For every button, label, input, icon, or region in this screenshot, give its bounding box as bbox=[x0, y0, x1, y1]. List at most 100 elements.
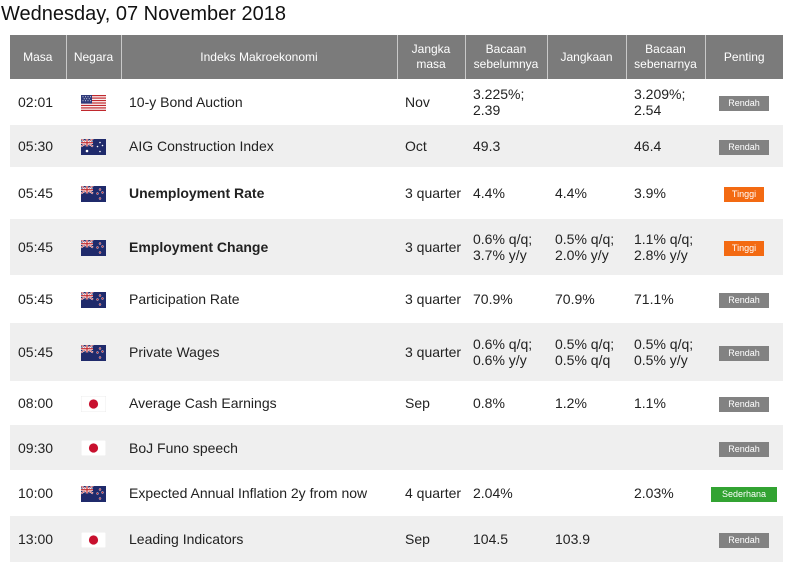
period-cell: 3 quarter bbox=[397, 275, 465, 323]
forecast-cell bbox=[547, 79, 626, 125]
col-header-importance: Penting bbox=[705, 35, 783, 79]
table-row[interactable]: 10:00 Expected Annual Inflation 2y from n… bbox=[10, 470, 783, 516]
event-name-cell[interactable]: Expected Annual Inflation 2y from now bbox=[121, 470, 397, 516]
importance-badge: Rendah bbox=[719, 293, 769, 308]
country-cell bbox=[66, 323, 121, 381]
event-name-cell[interactable]: Average Cash Earnings bbox=[121, 381, 397, 425]
forecast-cell: 70.9% bbox=[547, 275, 626, 323]
new-zealand-flag-icon bbox=[81, 344, 106, 361]
previous-cell: 0.8% bbox=[465, 381, 547, 425]
previous-cell: 104.5 bbox=[465, 516, 547, 562]
forecast-cell: 1.2% bbox=[547, 381, 626, 425]
importance-badge: Tinggi bbox=[724, 187, 764, 202]
table-row[interactable]: 05:45 Participation Rate 3 quarter 70.9% 70.… bbox=[10, 275, 783, 323]
time-cell: 09:30 bbox=[10, 425, 66, 470]
period-cell: Nov bbox=[397, 79, 465, 125]
col-header-indicator: Indeks Makroekonomi bbox=[121, 35, 398, 79]
table-body: 02:01 10-y Bond Auction Nov 3.225%; 2.39 3.2… bbox=[10, 79, 783, 562]
country-cell bbox=[66, 79, 121, 125]
country-cell bbox=[66, 425, 121, 470]
previous-cell: 70.9% bbox=[465, 275, 547, 323]
importance-badge: Rendah bbox=[719, 140, 769, 155]
period-cell bbox=[397, 425, 465, 470]
forecast-cell: 0.5% q/q; 2.0% y/y bbox=[547, 219, 626, 275]
period-cell: Oct bbox=[397, 125, 465, 167]
previous-cell: 3.225%; 2.39 bbox=[465, 79, 547, 125]
event-name-cell[interactable]: Unemployment Rate bbox=[121, 167, 397, 219]
importance-badge: Tinggi bbox=[724, 241, 764, 256]
australia-flag-icon bbox=[81, 138, 106, 155]
col-header-previous: Bacaan sebelumnya bbox=[465, 35, 548, 79]
col-header-forecast: Jangkaan bbox=[547, 35, 627, 79]
actual-cell bbox=[626, 516, 705, 562]
table-row[interactable]: 05:45 Private Wages 3 quarter 0.6% q/q; 0.6… bbox=[10, 323, 783, 381]
forecast-cell bbox=[547, 125, 626, 167]
table-row[interactable]: 05:45 Unemployment Rate 3 quarter 4.4% 4.4% 3… bbox=[10, 167, 783, 219]
event-name-cell[interactable]: AIG Construction Index bbox=[121, 125, 397, 167]
actual-cell: 46.4 bbox=[626, 125, 705, 167]
country-cell bbox=[66, 516, 121, 562]
actual-cell: 3.209%; 2.54 bbox=[626, 79, 705, 125]
country-cell bbox=[66, 125, 121, 167]
importance-cell: Tinggi bbox=[705, 219, 783, 275]
country-cell bbox=[66, 275, 121, 323]
japan-flag-icon bbox=[81, 440, 106, 457]
importance-cell: Rendah bbox=[705, 425, 783, 470]
japan-flag-icon bbox=[81, 395, 106, 412]
page-title: Wednesday, 07 November 2018 bbox=[1, 3, 286, 25]
new-zealand-flag-icon bbox=[81, 485, 106, 502]
time-cell: 02:01 bbox=[10, 79, 66, 125]
table-row[interactable]: 05:45 Employment Change 3 quarter 0.6% q/q;… bbox=[10, 219, 783, 275]
col-header-time: Masa bbox=[10, 35, 67, 79]
event-name-cell[interactable]: Participation Rate bbox=[121, 275, 397, 323]
economic-calendar-table: Masa Negara Indeks Makroekonomi Jangka m… bbox=[10, 35, 783, 562]
table-row[interactable]: 02:01 10-y Bond Auction Nov 3.225%; 2.39 3.2… bbox=[10, 79, 783, 125]
col-header-period: Jangka masa bbox=[397, 35, 466, 79]
time-cell: 05:45 bbox=[10, 167, 66, 219]
period-cell: 3 quarter bbox=[397, 323, 465, 381]
importance-badge: Sederhana bbox=[711, 487, 777, 502]
event-name-cell[interactable]: Private Wages bbox=[121, 323, 397, 381]
table-row[interactable]: 09:30 BoJ Funo speech Rendah bbox=[10, 425, 783, 470]
importance-badge: Rendah bbox=[719, 533, 769, 548]
col-header-country: Negara bbox=[66, 35, 122, 79]
previous-cell: 0.6% q/q; 3.7% y/y bbox=[465, 219, 547, 275]
japan-flag-icon bbox=[81, 531, 106, 548]
new-zealand-flag-icon bbox=[81, 291, 106, 308]
previous-cell: 4.4% bbox=[465, 167, 547, 219]
forecast-cell: 0.5% q/q; 0.5% q/q bbox=[547, 323, 626, 381]
period-cell: Sep bbox=[397, 516, 465, 562]
actual-cell: 2.03% bbox=[626, 470, 705, 516]
importance-badge: Rendah bbox=[719, 397, 769, 412]
country-cell bbox=[66, 167, 121, 219]
previous-cell: 0.6% q/q; 0.6% y/y bbox=[465, 323, 547, 381]
table-row[interactable]: 08:00 Average Cash Earnings Sep 0.8% 1.2% 1.1… bbox=[10, 381, 783, 425]
importance-cell: Tinggi bbox=[705, 167, 783, 219]
actual-cell: 3.9% bbox=[626, 167, 705, 219]
time-cell: 13:00 bbox=[10, 516, 66, 562]
table-row[interactable]: 13:00 Leading Indicators Sep 104.5 103.9 Rend… bbox=[10, 516, 783, 562]
importance-badge: Rendah bbox=[719, 346, 769, 361]
country-cell bbox=[66, 470, 121, 516]
importance-cell: Rendah bbox=[705, 125, 783, 167]
period-cell: Sep bbox=[397, 381, 465, 425]
country-cell bbox=[66, 219, 121, 275]
event-name-cell[interactable]: Leading Indicators bbox=[121, 516, 397, 562]
importance-cell: Sederhana bbox=[705, 470, 783, 516]
table-row[interactable]: 05:30 AIG Construction Index Oct 49.3 46.4 Re… bbox=[10, 125, 783, 167]
actual-cell: 1.1% bbox=[626, 381, 705, 425]
col-header-actual: Bacaan sebenarnya bbox=[626, 35, 706, 79]
actual-cell bbox=[626, 425, 705, 470]
forecast-cell: 4.4% bbox=[547, 167, 626, 219]
event-name-cell[interactable]: 10-y Bond Auction bbox=[121, 79, 397, 125]
previous-cell: 2.04% bbox=[465, 470, 547, 516]
new-zealand-flag-icon bbox=[81, 239, 106, 256]
event-name-cell[interactable]: Employment Change bbox=[121, 219, 397, 275]
actual-cell: 0.5% q/q; 0.5% y/y bbox=[626, 323, 705, 381]
importance-cell: Rendah bbox=[705, 323, 783, 381]
time-cell: 08:00 bbox=[10, 381, 66, 425]
event-name-cell[interactable]: BoJ Funo speech bbox=[121, 425, 397, 470]
forecast-cell bbox=[547, 425, 626, 470]
importance-cell: Rendah bbox=[705, 79, 783, 125]
importance-badge: Rendah bbox=[719, 96, 769, 111]
